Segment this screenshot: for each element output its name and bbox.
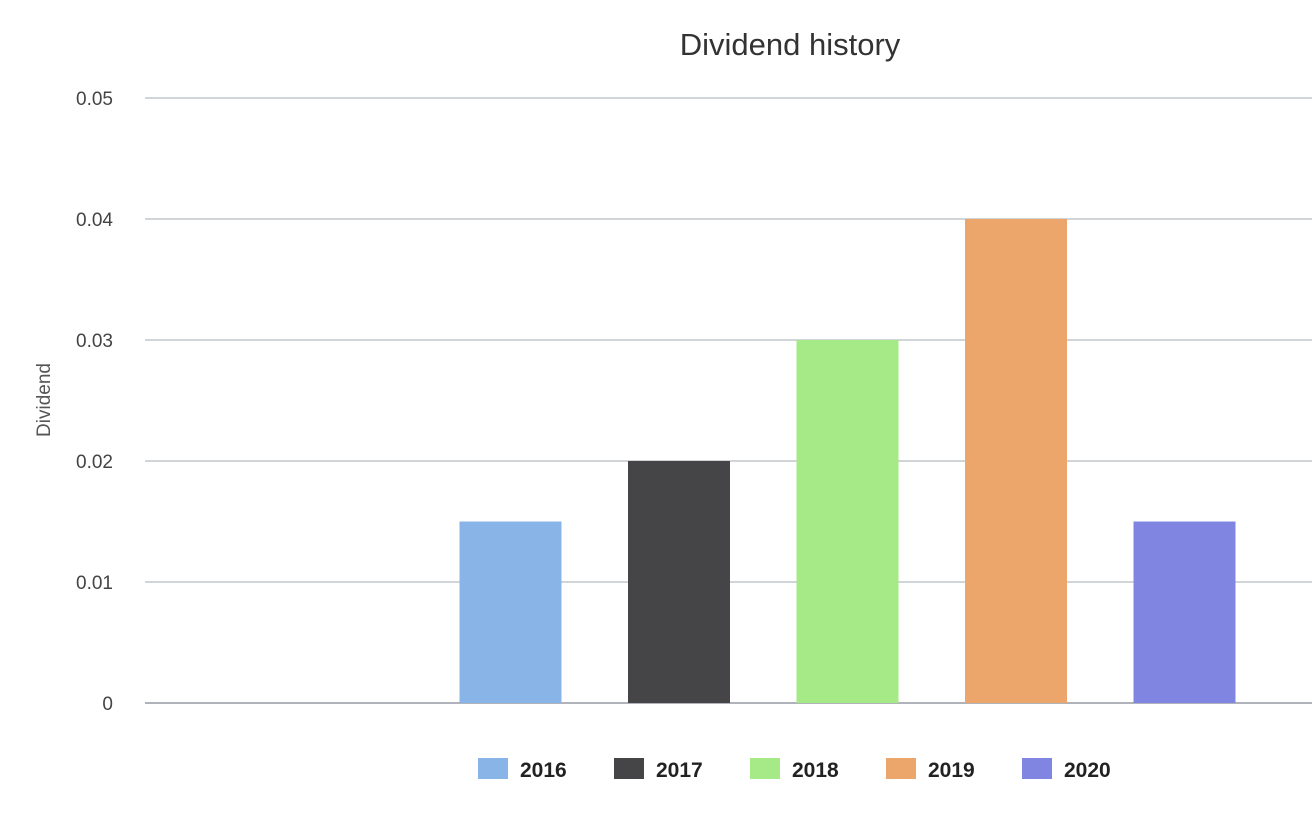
y-axis-ticks: 0 0.01 0.02 0.03 0.04 0.05 [76,89,113,715]
legend-label-2019: 2019 [928,759,975,782]
y-tick-label: 0.01 [76,573,113,594]
legend-label-2018: 2018 [792,759,839,782]
chart-title: Dividend history [680,27,901,62]
y-tick-label: 0.05 [76,89,113,110]
bar-2020 [1133,521,1236,703]
y-tick-label: 0.03 [76,331,113,352]
bar-2017 [628,461,730,703]
legend-label-2016: 2016 [520,759,567,782]
bar-2019 [965,219,1067,703]
legend-swatch-2019 [886,758,916,779]
bars [459,219,1236,703]
legend-label-2020: 2020 [1064,759,1111,782]
legend-swatch-2016 [478,758,508,779]
y-tick-label: 0.04 [76,210,113,231]
legend-label-2017: 2017 [656,759,703,782]
legend-swatch-2020 [1022,758,1052,779]
y-tick-label: 0 [102,694,113,715]
legend-swatch-2018 [750,758,780,779]
legend: 2016 2017 2018 2019 2020 [478,758,1111,782]
bar-2018 [796,340,899,703]
y-axis-label: Dividend [34,363,55,437]
legend-swatch-2017 [614,758,644,779]
y-tick-label: 0.02 [76,452,113,473]
bar-2016 [459,521,562,703]
